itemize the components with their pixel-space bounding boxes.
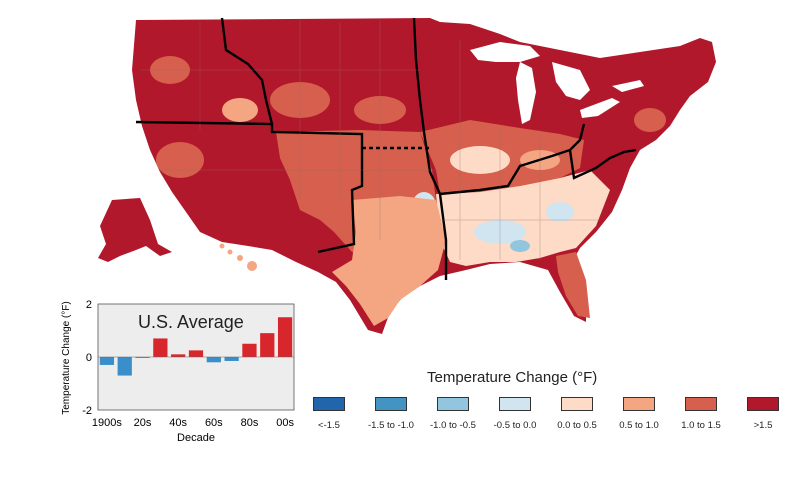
inset-bars — [99, 317, 293, 376]
inset-title: U.S. Average — [138, 312, 244, 332]
west-patch-4 — [222, 98, 258, 122]
bar-1950s — [188, 350, 204, 357]
legend-swatch — [437, 397, 469, 411]
northeast-patch-1 — [634, 108, 666, 132]
bar-1970s — [224, 357, 239, 361]
bar-1910s — [117, 357, 132, 376]
ytick-neg2: -2 — [82, 405, 92, 417]
bar-1940s — [171, 354, 186, 357]
lake-huron — [552, 62, 590, 100]
legend-label: <-1.5 — [318, 420, 340, 431]
lake-michigan — [516, 62, 536, 124]
inset-chart: U.S. Average 2 0 -2 Temperature Change (… — [61, 299, 295, 444]
ytick-2: 2 — [86, 299, 92, 311]
xtick-00s: 00s — [276, 417, 294, 429]
xtick-40s: 40s — [169, 417, 187, 429]
legend-swatch — [623, 397, 655, 411]
inset-xlabel: Decade — [177, 432, 215, 444]
temperature-legend: Temperature Change (°F) <-1.5 -1.5 to -1.… — [300, 365, 780, 435]
bar-1980s — [242, 343, 257, 357]
hawaii — [219, 243, 257, 271]
legend-label: -0.5 to 0.0 — [493, 420, 537, 431]
ytick-0: 0 — [86, 352, 92, 364]
legend-label: 0.0 to 0.5 — [557, 420, 597, 431]
texas-fill — [332, 196, 446, 326]
lake-superior — [470, 42, 540, 62]
midwest-patch-1 — [450, 146, 510, 174]
legend-label: 1.0 to 1.5 — [681, 420, 721, 431]
region-boundaries — [135, 17, 637, 280]
legend-swatch — [313, 397, 345, 411]
florida-fill — [556, 252, 590, 318]
legend-swatch — [747, 397, 779, 411]
xtick-20s: 20s — [134, 417, 152, 429]
xtick-80s: 80s — [241, 417, 259, 429]
bar-1920s — [135, 357, 150, 358]
legend-swatch — [375, 397, 407, 411]
bar-1990s — [260, 333, 275, 357]
legend-label: >1.5 — [753, 420, 773, 431]
us-average-inset: U.S. Average 2 0 -2 Temperature Change (… — [58, 296, 298, 446]
xtick-60s: 60s — [205, 417, 223, 429]
alaska — [98, 198, 172, 262]
lake-erie — [580, 98, 620, 118]
inset-xticks: 1900s 20s 40s 60s 80s 00s — [92, 417, 295, 429]
xtick-1900s: 1900s — [92, 417, 122, 429]
legend-swatch — [685, 397, 717, 411]
bar-1960s — [206, 357, 221, 363]
legend-label: -1.5 to -1.0 — [368, 420, 414, 431]
legend-title: Temperature Change (°F) — [427, 369, 598, 386]
legend-swatch — [561, 397, 593, 411]
bar-2000s — [277, 317, 293, 357]
legend-swatch — [499, 397, 531, 411]
region-southeast-fill — [436, 170, 610, 266]
inset-ylabel: Temperature Change (°F) — [61, 301, 72, 415]
bar-1900s — [99, 357, 115, 365]
lake-ontario — [612, 80, 644, 92]
legend-label: -1.0 to -0.5 — [430, 420, 476, 431]
state-lines — [140, 20, 600, 260]
legend-label: 0.5 to 1.0 — [619, 420, 659, 431]
bar-1930s — [153, 338, 168, 357]
west-patch-1 — [156, 142, 204, 178]
cool-patch-4 — [546, 202, 574, 222]
cool-patch-3 — [510, 240, 530, 252]
